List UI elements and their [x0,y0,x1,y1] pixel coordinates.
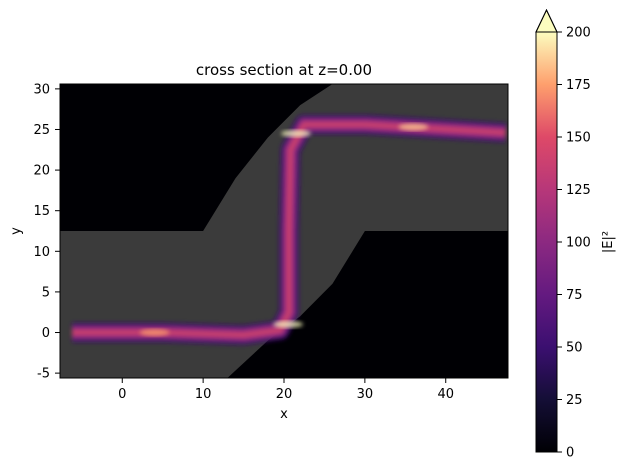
colorbar-tick-label: 75 [566,288,583,303]
field-peak-3 [398,123,429,131]
colorbar-tick-label: 25 [566,393,583,408]
colorbar-tick-label: 100 [566,236,591,251]
field-peak-1 [273,320,303,328]
colorbar-frame [535,8,558,453]
chart-title: cross section at z=0.00 [196,61,372,79]
x-tick-label: 20 [276,387,293,402]
colorbar-label: |E|² [601,231,616,253]
x-axis: 0 10 20 30 40 [118,378,454,402]
colorbar: 0 25 50 75 100 125 150 175 200 |E|² [535,8,616,461]
y-tick-label: -5 [37,367,50,382]
colorbar-tick-label: 125 [566,183,591,198]
colorbar-ticks: 0 25 50 75 100 125 150 175 200 [557,26,591,461]
y-tick-label: 15 [33,204,50,219]
colorbar-extend-arrow [535,8,558,33]
x-axis-label: x [280,407,288,422]
y-tick-label: 10 [33,245,50,260]
y-axis: -5 0 5 10 15 20 25 30 [33,82,60,382]
colorbar-tick-label: 200 [566,26,591,41]
y-tick-label: 20 [33,164,50,179]
colorbar-tick-label: 0 [566,446,574,461]
field-peak-2 [281,130,312,137]
y-tick-label: 25 [33,123,50,138]
colorbar-tick-label: 175 [566,78,591,93]
colorbar-tick-label: 50 [566,341,583,356]
colorbar-gradient [536,32,557,452]
y-tick-label: 5 [42,285,50,300]
field-core [72,121,506,338]
y-axis-label: y [9,227,24,235]
colorbar-tick-label: 150 [566,131,591,146]
y-tick-label: 0 [42,326,50,341]
plot-area [60,84,508,378]
x-tick-label: 30 [357,387,374,402]
field-peaks [139,123,429,336]
y-tick-label: 30 [33,82,50,97]
x-tick-label: 0 [118,387,126,402]
field-intensity [72,114,507,345]
x-tick-label: 40 [437,387,454,402]
x-tick-label: 10 [195,387,212,402]
field-peak-0 [139,329,170,336]
